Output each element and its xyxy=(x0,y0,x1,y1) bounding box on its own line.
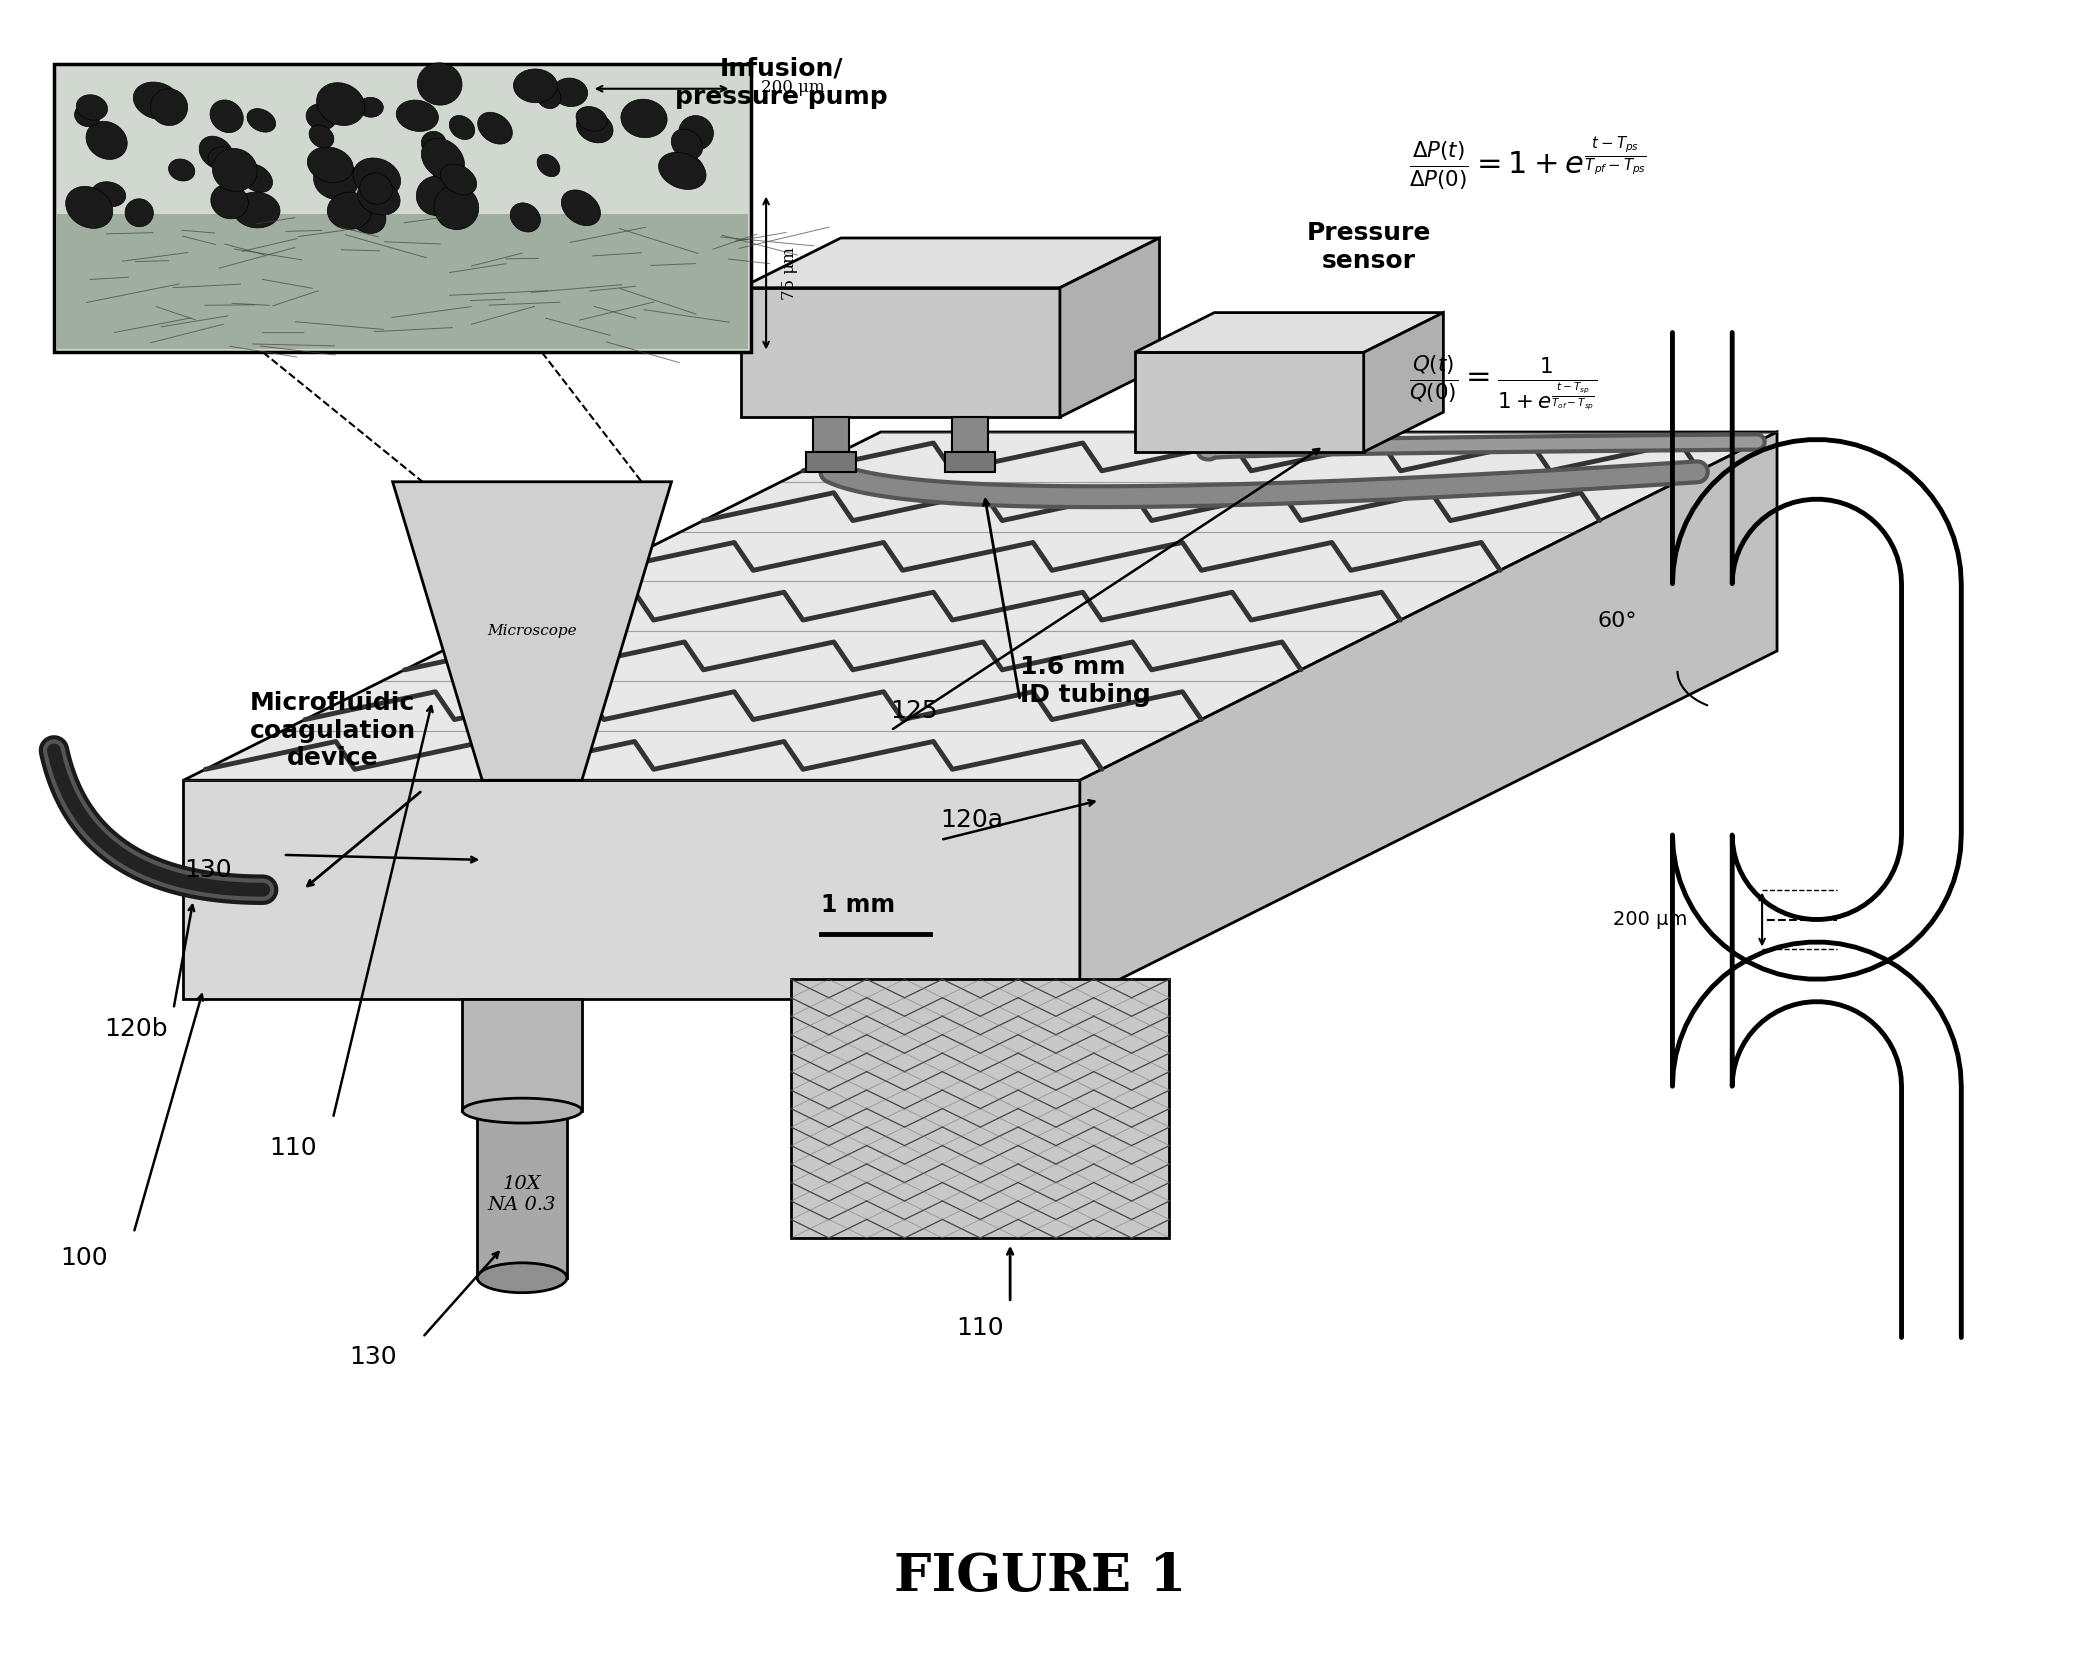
Ellipse shape xyxy=(348,195,385,233)
Text: Microscope: Microscope xyxy=(487,625,576,638)
Text: 60°: 60° xyxy=(1598,611,1638,631)
Text: 130: 130 xyxy=(350,1346,397,1369)
Text: 125: 125 xyxy=(891,698,939,723)
Ellipse shape xyxy=(554,78,587,107)
Polygon shape xyxy=(1134,313,1444,353)
Ellipse shape xyxy=(678,115,714,150)
Ellipse shape xyxy=(420,132,445,155)
Polygon shape xyxy=(741,288,1059,416)
Ellipse shape xyxy=(420,138,464,180)
Ellipse shape xyxy=(479,112,512,143)
Ellipse shape xyxy=(85,122,127,160)
Ellipse shape xyxy=(439,205,470,230)
Ellipse shape xyxy=(67,187,112,228)
Text: 200 μm: 200 μm xyxy=(762,78,824,95)
Polygon shape xyxy=(393,481,672,780)
Text: 120b: 120b xyxy=(104,1016,166,1041)
Ellipse shape xyxy=(208,147,237,172)
Ellipse shape xyxy=(360,173,393,205)
Polygon shape xyxy=(1134,353,1363,451)
Ellipse shape xyxy=(477,1263,566,1293)
Text: 10X
NA 0.3: 10X NA 0.3 xyxy=(487,1175,556,1213)
Text: 130: 130 xyxy=(185,858,233,881)
Text: FIGURE 1: FIGURE 1 xyxy=(895,1551,1186,1601)
Ellipse shape xyxy=(672,128,703,160)
Text: Infusion/
pressure pump: Infusion/ pressure pump xyxy=(674,57,887,108)
Polygon shape xyxy=(183,431,1777,780)
Ellipse shape xyxy=(316,83,364,125)
Ellipse shape xyxy=(125,198,154,227)
Ellipse shape xyxy=(354,158,402,198)
Ellipse shape xyxy=(210,100,243,133)
Ellipse shape xyxy=(395,100,439,132)
Ellipse shape xyxy=(92,182,125,207)
Ellipse shape xyxy=(308,147,354,183)
Text: Pressure
sensor: Pressure sensor xyxy=(1307,222,1432,273)
Ellipse shape xyxy=(441,163,477,195)
Ellipse shape xyxy=(418,63,462,105)
Ellipse shape xyxy=(576,112,614,143)
Ellipse shape xyxy=(169,158,196,182)
Ellipse shape xyxy=(233,192,281,228)
Polygon shape xyxy=(462,1000,583,1111)
Ellipse shape xyxy=(210,183,248,218)
Polygon shape xyxy=(805,451,855,471)
Polygon shape xyxy=(741,238,1159,288)
Ellipse shape xyxy=(248,108,275,132)
Text: 200 μm: 200 μm xyxy=(1613,910,1688,930)
Ellipse shape xyxy=(433,163,470,203)
Text: 1.6 mm
ID tubing: 1.6 mm ID tubing xyxy=(1020,655,1151,706)
Ellipse shape xyxy=(77,95,108,120)
Text: $\frac{Q(t)}{Q(0)} = \frac{1}{1+e^{\frac{t-T_{sp}}{T_{of}-T_{sp}}}}$: $\frac{Q(t)}{Q(0)} = \frac{1}{1+e^{\frac… xyxy=(1409,353,1596,412)
Ellipse shape xyxy=(227,168,252,188)
Ellipse shape xyxy=(537,155,560,177)
Ellipse shape xyxy=(75,103,100,127)
Ellipse shape xyxy=(241,163,273,192)
Ellipse shape xyxy=(660,153,703,187)
Text: 110: 110 xyxy=(268,1136,316,1161)
Polygon shape xyxy=(945,451,995,471)
Ellipse shape xyxy=(416,177,456,215)
Ellipse shape xyxy=(576,107,608,132)
Ellipse shape xyxy=(200,137,233,170)
Ellipse shape xyxy=(449,115,474,140)
Ellipse shape xyxy=(327,192,372,230)
Ellipse shape xyxy=(358,180,400,215)
Ellipse shape xyxy=(429,188,460,218)
Ellipse shape xyxy=(514,68,558,103)
Ellipse shape xyxy=(310,125,333,148)
Ellipse shape xyxy=(212,148,258,192)
Ellipse shape xyxy=(562,190,601,225)
Polygon shape xyxy=(1363,313,1444,451)
Ellipse shape xyxy=(435,185,479,230)
Polygon shape xyxy=(183,780,1080,1000)
Ellipse shape xyxy=(306,103,337,130)
Text: Microfluidic
coagulation
device: Microfluidic coagulation device xyxy=(250,691,416,770)
Text: 75 μm: 75 μm xyxy=(780,247,797,300)
Ellipse shape xyxy=(358,97,383,117)
Polygon shape xyxy=(791,980,1170,1238)
Polygon shape xyxy=(477,1111,566,1278)
Text: 120a: 120a xyxy=(941,808,1003,831)
Text: 1 mm: 1 mm xyxy=(820,893,895,916)
Polygon shape xyxy=(814,416,849,456)
Text: $\frac{\Delta P(t)}{\Delta P(0)} = 1 + e^{\frac{t-T_{ps}}{T_{pf}-T_{ps}}}$: $\frac{\Delta P(t)}{\Delta P(0)} = 1 + e… xyxy=(1409,133,1646,193)
Text: 100: 100 xyxy=(60,1246,108,1269)
Ellipse shape xyxy=(150,88,187,125)
Polygon shape xyxy=(953,416,988,456)
Text: 110: 110 xyxy=(957,1316,1003,1339)
Polygon shape xyxy=(56,213,749,350)
Ellipse shape xyxy=(133,82,181,120)
Ellipse shape xyxy=(462,1098,583,1123)
Ellipse shape xyxy=(314,160,358,200)
Polygon shape xyxy=(1080,431,1777,1000)
Ellipse shape xyxy=(370,168,397,195)
Polygon shape xyxy=(1059,238,1159,416)
Ellipse shape xyxy=(537,85,562,108)
Ellipse shape xyxy=(510,203,541,232)
Ellipse shape xyxy=(620,100,668,138)
Ellipse shape xyxy=(658,152,705,190)
Polygon shape xyxy=(54,63,751,353)
